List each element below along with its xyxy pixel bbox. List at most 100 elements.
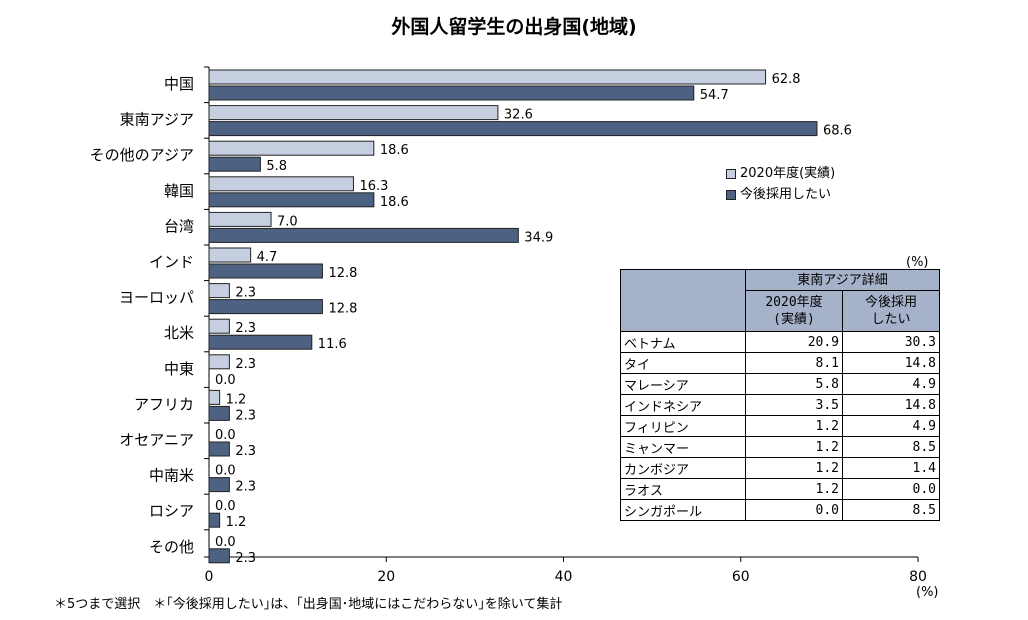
table-row: フィリピン 1.2 4.9 (620, 415, 940, 437)
data-label: 0.0 (215, 428, 236, 443)
table-cell-value: 1.2 (745, 436, 843, 458)
category-label: インド (149, 253, 194, 271)
category-label: オセアニア (119, 431, 194, 449)
bar-future (208, 441, 230, 457)
table-cell-value: 0.0 (842, 478, 940, 500)
data-label: 16.3 (359, 179, 388, 194)
data-label: 32.6 (504, 108, 533, 123)
bar-future (208, 227, 519, 243)
data-label: 18.6 (380, 143, 409, 158)
data-label: 1.2 (226, 515, 247, 530)
legend-label-future: 今後採用したい (740, 187, 832, 202)
table-col1-header: 2020年度 (実績) (745, 290, 843, 332)
table-cell-country: マレーシア (620, 373, 746, 395)
data-label: 2.3 (235, 551, 256, 566)
category-label: 中南米 (149, 467, 194, 485)
data-label: 0.0 (215, 373, 236, 388)
table-cell-value: 1.4 (842, 457, 940, 479)
bar-future (208, 85, 695, 101)
data-label: 11.6 (318, 337, 347, 352)
data-label: 4.7 (257, 250, 278, 265)
data-label: 7.0 (277, 214, 298, 229)
bar-2020 (208, 247, 252, 263)
table-header-row: 東南アジア詳細 (620, 269, 940, 332)
table-row: ラオス 1.2 0.0 (620, 478, 940, 500)
table-row: タイ 8.1 14.8 (620, 352, 940, 374)
table-cell-value: 14.8 (842, 352, 940, 374)
table-cell-value: 1.2 (745, 457, 843, 479)
category-label: ヨーロッパ (119, 289, 194, 307)
table-row: シンガポール 0.0 8.5 (620, 499, 940, 521)
table-col2-header: 今後採用 したい (842, 290, 940, 332)
data-label: 68.6 (823, 124, 852, 139)
table-cell-value: 4.9 (842, 373, 940, 395)
bar-future (208, 121, 818, 137)
chart-title: 外国人留学生の出身国(地域) (391, 16, 637, 38)
data-label: 2.3 (235, 357, 256, 372)
table-cell-value: 14.8 (842, 394, 940, 416)
table-cell-value: 4.9 (842, 415, 940, 437)
bar-future (208, 512, 221, 528)
x-tick-label: 40 (555, 569, 573, 585)
x-axis-unit: (%) (916, 585, 939, 600)
table-cell-country: フィリピン (620, 415, 746, 437)
table-cell-country: ラオス (620, 478, 746, 500)
category-label: その他 (149, 538, 194, 556)
data-label: 2.3 (235, 480, 256, 495)
table-cell-value: 8.5 (842, 436, 940, 458)
category-label: 中東 (164, 360, 194, 378)
category-label: 東南アジア (120, 111, 194, 129)
legend-swatch-light (726, 168, 736, 179)
data-label: 2.3 (235, 286, 256, 301)
x-tick-label: 20 (377, 569, 395, 585)
category-label: 韓国 (164, 182, 194, 200)
table-cell-country: カンボジア (620, 457, 746, 479)
legend-label-2020: 2020年度(実績) (740, 166, 836, 181)
bar-future (208, 192, 375, 208)
data-label: 0.0 (215, 535, 236, 550)
legend-item-2020: 2020年度(実績) (726, 163, 835, 184)
bar-future (208, 299, 323, 315)
bar-2020 (208, 354, 230, 370)
bar-future (208, 263, 323, 279)
category-label: ロシア (149, 502, 194, 520)
table-corner-cell (620, 269, 746, 332)
bar-2020 (208, 176, 354, 192)
data-label: 18.6 (380, 195, 409, 210)
table-group-header: 東南アジア詳細 (745, 269, 940, 291)
category-label: 北米 (164, 324, 194, 342)
table-cell-country: タイ (620, 352, 746, 374)
data-label: 2.3 (235, 321, 256, 336)
table-cell-value: 1.2 (745, 478, 843, 500)
bar-2020 (208, 69, 767, 85)
data-label: 2.3 (235, 408, 256, 423)
data-label: 2.3 (235, 444, 256, 459)
bar-future (208, 156, 261, 172)
data-label: 5.8 (266, 159, 287, 174)
data-label: 62.8 (772, 72, 801, 87)
table-cell-value: 8.5 (842, 499, 940, 521)
table-cell-value: 1.2 (745, 415, 843, 437)
table-cell-country: シンガポール (620, 499, 746, 521)
table-row: カンボジア 1.2 1.4 (620, 457, 940, 479)
table-row: インドネシア 3.5 14.8 (620, 394, 940, 416)
category-label: アフリカ (134, 395, 194, 413)
table-cell-value: 20.9 (745, 331, 843, 353)
data-label: 34.9 (524, 230, 553, 245)
table-row: ミャンマー 1.2 8.5 (620, 436, 940, 458)
table-cell-value: 3.5 (745, 394, 843, 416)
bar-2020 (208, 283, 230, 299)
table-row: マレーシア 5.8 4.9 (620, 373, 940, 395)
footnote: ＊5つまで選択 ＊｢今後採用したい｣は、｢出身国･地域にはこだわらない｣を除いて… (54, 597, 563, 612)
x-tick-label: 80 (909, 569, 927, 585)
bar-future (208, 548, 230, 564)
data-label: 0.0 (215, 464, 236, 479)
bar-future (208, 477, 230, 493)
legend-swatch-dark (726, 189, 736, 200)
bar-2020 (208, 140, 375, 156)
data-label: 12.8 (328, 302, 357, 317)
table-cell-country: ミャンマー (620, 436, 746, 458)
legend-item-future: 今後採用したい (726, 184, 835, 205)
